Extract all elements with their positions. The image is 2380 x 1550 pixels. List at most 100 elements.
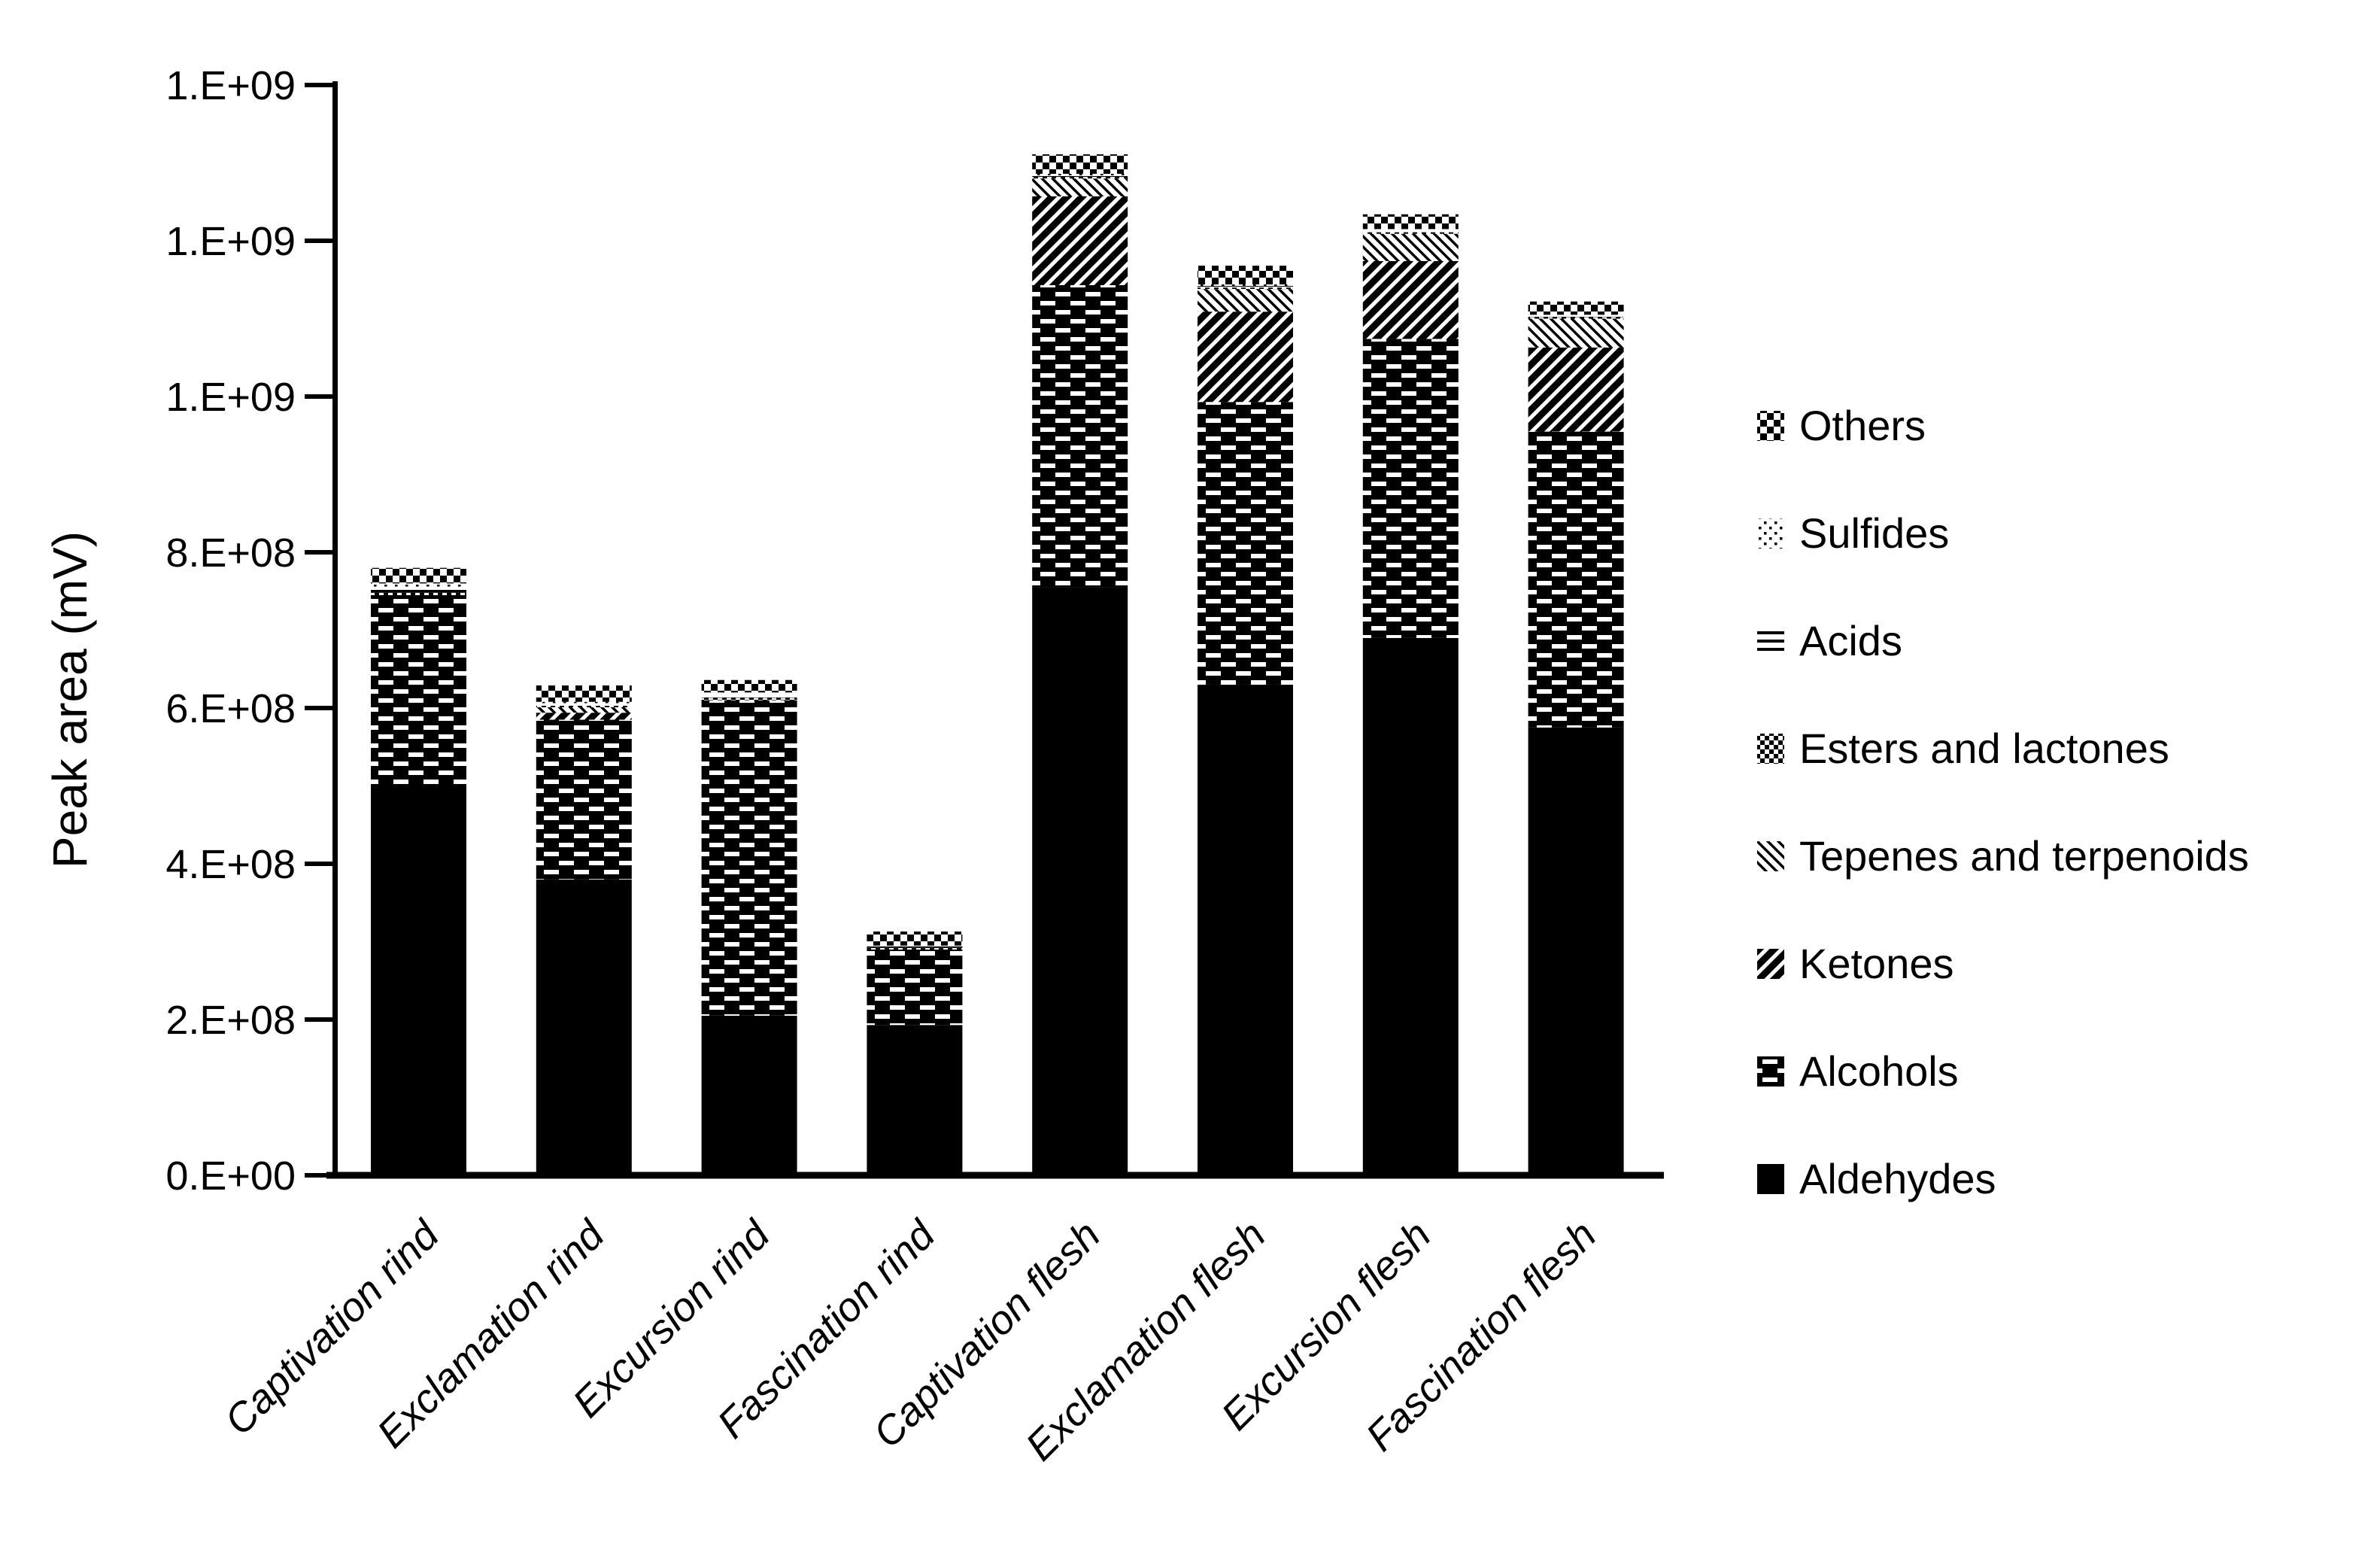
bar-segment: [371, 586, 466, 593]
bar-segment: [1362, 229, 1459, 231]
legend-item-sulfides: Sulfides: [1757, 509, 1949, 557]
bar-segment: [1362, 637, 1459, 1175]
bar-segment: [536, 705, 632, 707]
legend-label: Esters and lactones: [1799, 725, 2169, 772]
bar-segment: [536, 719, 632, 880]
y-tick-label: 6.E+08: [165, 686, 296, 731]
bar-segment: [701, 1015, 797, 1175]
bar-segment: [867, 949, 963, 1026]
bar-segment: [867, 1025, 963, 1175]
legend-label: Aldehydes: [1799, 1155, 1996, 1202]
bar-segment: [1362, 233, 1459, 261]
legend-swatch-diag-up-icon: [1757, 949, 1784, 979]
x-axis-line: [326, 1172, 1664, 1179]
bar-segment: [701, 698, 797, 701]
legend-item-acids: Acids: [1757, 617, 1902, 664]
legend-swatch-dots-icon: [1757, 518, 1784, 549]
bar-segment: [1362, 230, 1459, 232]
bar-segment: [371, 592, 466, 595]
bar-segment: [371, 786, 466, 1175]
bar-excursion-flesh: [1362, 214, 1459, 1175]
bar-segment: [536, 707, 632, 713]
bar-segment: [701, 700, 797, 1016]
legend-item-tepenes-and-terpenoids: Tepenes and terpenoids: [1757, 832, 2249, 880]
bar-segment: [371, 567, 466, 584]
legend-swatch-hlines-icon: [1757, 626, 1784, 656]
bar-segment: [1198, 286, 1293, 288]
y-tick-mark: [305, 862, 332, 866]
legend-item-ketones: Ketones: [1757, 940, 1954, 987]
bar-segment: [536, 685, 632, 702]
bar-segment: [1528, 727, 1624, 1175]
legend-label: Acids: [1799, 617, 1902, 664]
bar-fascination-flesh: [1528, 301, 1624, 1175]
bar-segment: [1032, 175, 1128, 178]
y-tick-label: 4.E+08: [165, 842, 296, 887]
bar-segment: [1032, 177, 1128, 179]
bars-group: [371, 154, 1624, 1175]
bar-segment: [536, 701, 632, 704]
y-tick-mark: [305, 1017, 332, 1022]
bar-segment: [536, 703, 632, 706]
bar-segment: [867, 932, 963, 946]
legend-swatch-checker-coarse-icon: [1757, 411, 1784, 441]
bar-segment: [1528, 315, 1624, 318]
y-tick-label: 8.E+08: [165, 530, 296, 576]
bar-segment: [867, 946, 963, 948]
bar-segment: [1362, 214, 1459, 229]
y-tick-labels: 0.E+00 2.E+08 4.E+08 6.E+08 8.E+08 1.E+09 1.E+…: [165, 63, 296, 1199]
bar-segment: [701, 679, 797, 693]
bar-segment: [371, 594, 466, 786]
bar-segment: [867, 945, 963, 947]
legend-swatch-brick-icon: [1757, 1056, 1784, 1087]
legend: Others Sulfides Acids Esters and lactones Te…: [1757, 402, 2249, 1202]
bar-segment: [701, 692, 797, 695]
legend-item-aldehydes: Aldehydes: [1757, 1155, 1996, 1202]
bar-segment: [1528, 317, 1624, 319]
bar-segment: [1198, 312, 1293, 403]
y-tick-label: 0.E+00: [165, 1153, 296, 1199]
bar-segment: [1198, 266, 1293, 284]
legend-label: Sulfides: [1799, 509, 1949, 557]
bar-segment: [536, 713, 632, 720]
bar-exclamation-flesh: [1198, 266, 1293, 1175]
bar-excursion-rind: [701, 679, 797, 1175]
y-tick-mark: [305, 83, 332, 87]
bar-segment: [1198, 684, 1293, 1175]
y-tick-mark: [305, 706, 332, 710]
legend-label: Tepenes and terpenoids: [1799, 832, 2249, 880]
legend-label: Others: [1799, 402, 1926, 449]
axes-group: [305, 81, 1664, 1179]
bar-segment: [1032, 587, 1128, 1175]
bar-segment: [1362, 232, 1459, 234]
bar-fascination-rind: [867, 932, 963, 1175]
legend-swatch-checker-fine-icon: [1757, 734, 1784, 764]
legend-label: Ketones: [1799, 940, 1954, 987]
bar-segment: [1362, 339, 1459, 638]
y-tick-mark: [305, 239, 332, 243]
legend-item-others: Others: [1757, 402, 1926, 449]
bar-segment: [1528, 301, 1624, 315]
y-tick-label: 2.E+08: [165, 998, 296, 1043]
bar-segment: [1032, 196, 1128, 285]
bar-segment: [1198, 289, 1293, 312]
bar-segment: [1198, 287, 1293, 290]
bar-segment: [1198, 402, 1293, 685]
y-axis-title: Peak area (mV): [43, 531, 97, 868]
y-axis-line: [332, 81, 338, 1179]
y-tick-mark: [305, 394, 332, 399]
y-tick-mark: [305, 550, 332, 555]
bar-segment: [1528, 318, 1624, 348]
legend-item-esters-and-lactones: Esters and lactones: [1757, 725, 2169, 772]
bar-segment: [1032, 178, 1128, 197]
bar-segment: [1362, 260, 1459, 339]
bar-segment: [1032, 173, 1128, 176]
y-tick-label: 1.E+09: [165, 219, 296, 264]
bar-segment: [371, 583, 466, 587]
bar-captivation-flesh: [1032, 154, 1128, 1175]
bar-segment: [1032, 284, 1128, 588]
bar-captivation-rind: [371, 567, 466, 1175]
